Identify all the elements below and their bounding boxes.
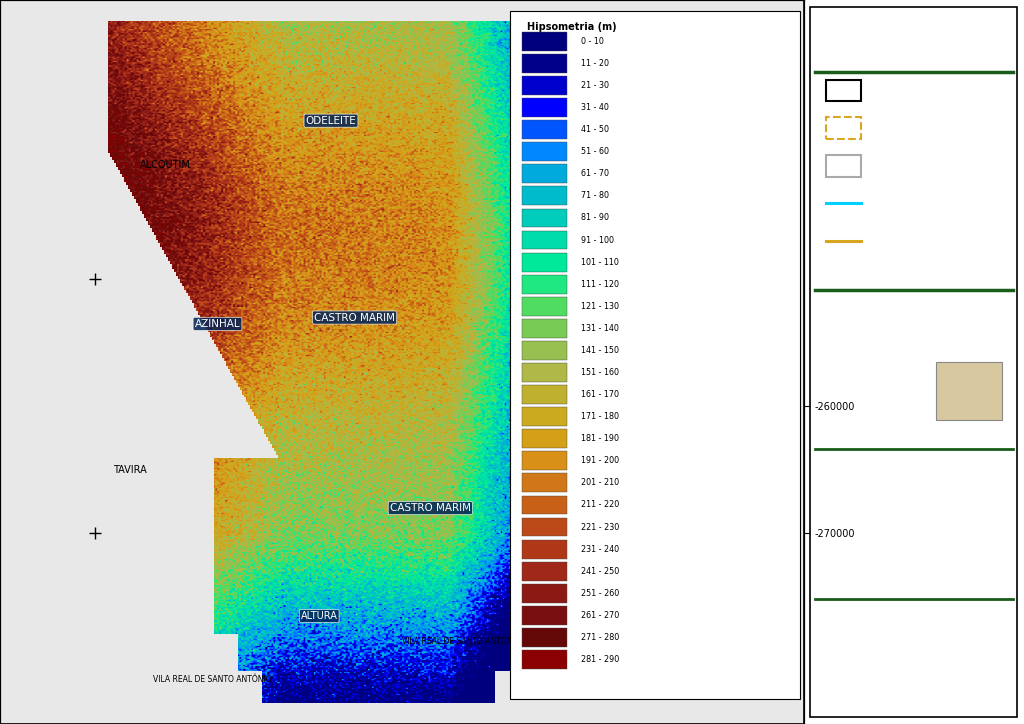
Text: 241 - 250: 241 - 250 (582, 567, 620, 576)
FancyBboxPatch shape (522, 341, 566, 360)
Text: Para:: Para: (936, 322, 961, 332)
Text: 81 - 90: 81 - 90 (582, 214, 609, 222)
FancyBboxPatch shape (522, 319, 566, 337)
FancyBboxPatch shape (936, 362, 1001, 420)
Text: 181 - 190: 181 - 190 (582, 434, 620, 443)
FancyBboxPatch shape (522, 209, 566, 227)
FancyBboxPatch shape (522, 230, 566, 249)
FancyBboxPatch shape (522, 562, 566, 581)
FancyBboxPatch shape (522, 584, 566, 602)
FancyBboxPatch shape (522, 363, 566, 382)
Text: ⚜: ⚜ (961, 382, 977, 400)
FancyBboxPatch shape (522, 120, 566, 139)
Text: MAPA 2: MAPA 2 (882, 33, 946, 48)
Text: 261 - 270: 261 - 270 (582, 611, 620, 620)
Text: 11 - 20: 11 - 20 (582, 59, 609, 68)
Text: VILA REAL DE SANTO ANTÔNIO: VILA REAL DE SANTO ANTÔNIO (401, 637, 520, 646)
Text: 21 - 30: 21 - 30 (582, 81, 609, 90)
Text: European Terrestrial Ref. System 1989: European Terrestrial Ref. System 1989 (821, 505, 982, 514)
FancyBboxPatch shape (522, 253, 566, 272)
Text: 31 - 40: 31 - 40 (582, 103, 609, 112)
Text: Escala 1:145.000: Escala 1:145.000 (821, 647, 899, 655)
Text: 281 - 290: 281 - 290 (582, 655, 620, 664)
Text: 0 - 10: 0 - 10 (582, 37, 604, 46)
Text: 91 - 100: 91 - 100 (582, 235, 614, 245)
FancyBboxPatch shape (825, 117, 861, 139)
FancyBboxPatch shape (522, 164, 566, 183)
Text: 271 - 280: 271 - 280 (582, 633, 620, 642)
Text: 211 - 220: 211 - 220 (582, 500, 620, 510)
Text: 41 - 50: 41 - 50 (582, 125, 609, 134)
Text: PT-TM06/ETRS89: PT-TM06/ETRS89 (821, 484, 891, 492)
Text: 101 - 110: 101 - 110 (582, 258, 620, 266)
FancyBboxPatch shape (810, 7, 1018, 717)
FancyBboxPatch shape (825, 155, 861, 177)
Text: Limites Concelho: Limites Concelho (870, 161, 959, 171)
FancyBboxPatch shape (522, 187, 566, 206)
Text: Rede_hidrografica: Rede_hidrografica (870, 198, 977, 209)
FancyBboxPatch shape (825, 80, 861, 101)
FancyBboxPatch shape (522, 297, 566, 316)
FancyBboxPatch shape (522, 518, 566, 536)
FancyBboxPatch shape (522, 142, 566, 161)
Text: CASTRO MARIM: CASTRO MARIM (314, 313, 395, 323)
FancyBboxPatch shape (522, 275, 566, 294)
Text: 201 - 210: 201 - 210 (582, 479, 620, 487)
Text: CASTRO MARIM: CASTRO MARIM (390, 503, 471, 513)
FancyBboxPatch shape (510, 11, 800, 699)
FancyBboxPatch shape (522, 495, 566, 514)
Text: VILA REAL DE SANTO ANTÔNIO: VILA REAL DE SANTO ANTÔNIO (154, 675, 272, 684)
Text: ALCOUTIM: ALCOUTIM (140, 160, 190, 170)
FancyBboxPatch shape (522, 429, 566, 448)
Text: 191 - 200: 191 - 200 (582, 456, 620, 466)
Text: 231 - 240: 231 - 240 (582, 544, 620, 554)
Text: ALTURA: ALTURA (301, 611, 338, 621)
FancyBboxPatch shape (522, 650, 566, 669)
Text: Freguesias: Freguesias (870, 123, 926, 133)
Text: Hipsometria (m): Hipsometria (m) (526, 22, 616, 32)
Text: Elaborado por:: Elaborado por: (825, 322, 897, 332)
FancyBboxPatch shape (522, 473, 566, 492)
FancyBboxPatch shape (522, 452, 566, 471)
Text: AZINHAL: AZINHAL (195, 319, 241, 329)
FancyBboxPatch shape (522, 98, 566, 117)
Text: 151 - 160: 151 - 160 (582, 368, 620, 377)
FancyBboxPatch shape (522, 628, 566, 647)
FancyBboxPatch shape (522, 76, 566, 95)
Text: 221 - 230: 221 - 230 (582, 523, 620, 531)
Text: Data: Março 2018: Data: Março 2018 (821, 614, 902, 623)
Text: Sistema de Coordenadas:: Sistema de Coordenadas: (821, 462, 930, 471)
FancyBboxPatch shape (522, 540, 566, 559)
Text: 111 - 120: 111 - 120 (582, 279, 620, 289)
Text: 121 - 130: 121 - 130 (582, 302, 620, 311)
Text: 251 - 260: 251 - 260 (582, 589, 620, 598)
Text: ODELEITE: ODELEITE (305, 116, 356, 126)
Text: 131 - 140: 131 - 140 (582, 324, 620, 333)
Text: 2016: 2016 (821, 571, 843, 579)
FancyBboxPatch shape (522, 407, 566, 426)
Text: 161 - 170: 161 - 170 (582, 390, 620, 399)
Text: 51 - 60: 51 - 60 (582, 147, 609, 156)
Text: Cumeadas: Cumeadas (870, 236, 931, 246)
Text: TAVIRA: TAVIRA (114, 465, 146, 475)
Text: Hipsometria: Hipsometria (871, 58, 956, 72)
Text: 141 - 150: 141 - 150 (582, 346, 620, 355)
FancyBboxPatch shape (522, 54, 566, 73)
Text: forest solutions: forest solutions (844, 392, 897, 397)
FancyBboxPatch shape (522, 606, 566, 625)
FancyBboxPatch shape (522, 385, 566, 404)
Text: ƒ: ƒ (821, 370, 829, 390)
Text: 61 - 70: 61 - 70 (582, 169, 609, 178)
Text: 171 - 180: 171 - 180 (582, 412, 620, 421)
Text: lorecha: lorecha (844, 370, 891, 383)
Text: Castro Marim: Castro Marim (870, 85, 940, 96)
Text: 71 - 80: 71 - 80 (582, 191, 609, 201)
FancyBboxPatch shape (522, 32, 566, 51)
Text: Fonte: CAOP 2016; CM Castro Marim: Fonte: CAOP 2016; CM Castro Marim (821, 549, 975, 557)
